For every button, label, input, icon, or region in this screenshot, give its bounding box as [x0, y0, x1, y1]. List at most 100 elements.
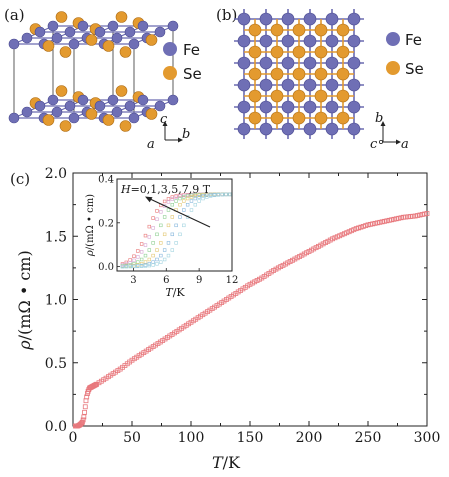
- inset-data-point: [155, 257, 159, 262]
- crystal-structure: [8, 11, 179, 132]
- fe-atom: [77, 94, 89, 106]
- inset-data-point: [136, 255, 140, 259]
- inset-data-point: [155, 209, 159, 213]
- x-tick-label: 50: [123, 430, 141, 446]
- main-series-points: [72, 211, 430, 429]
- inset-data-point: [162, 248, 167, 252]
- legend-fe-marker-b: [386, 32, 400, 46]
- inset-data-point: [174, 223, 178, 228]
- fe-site: [237, 12, 251, 26]
- legend-se-marker: [163, 66, 177, 80]
- fe-atom: [51, 32, 63, 44]
- se-site: [314, 23, 328, 37]
- axis-out-label-b: c: [370, 137, 378, 152]
- fe-site: [347, 56, 361, 70]
- axis-up-label-b: b: [375, 111, 383, 126]
- se-atom: [115, 85, 128, 97]
- inset-series: [120, 192, 232, 269]
- legend-se-marker-b: [386, 61, 400, 75]
- inset-data-point: [147, 224, 152, 229]
- se-atom: [102, 40, 115, 52]
- inset-data-point: [170, 232, 175, 237]
- axis-out-label-a: a: [147, 137, 155, 152]
- inset-y-tick-label: 0.4: [98, 175, 114, 186]
- inset-data-point: [143, 264, 148, 268]
- fe-atom: [167, 94, 179, 106]
- y-tick-label: 1.0: [45, 293, 67, 309]
- fe-atom: [107, 94, 119, 106]
- fe-site: [303, 12, 317, 26]
- panel-c: (c) 0 50 100 150 200 250 300 0.0 0.5 1.0 1.5 2.0 T/…: [10, 166, 440, 472]
- se-atom: [145, 108, 158, 120]
- inset-data-point: [205, 195, 209, 199]
- x-tick-label: 0: [69, 430, 78, 446]
- se-site: [270, 67, 284, 81]
- inset-data-point: [151, 253, 155, 258]
- data-point: [82, 404, 88, 410]
- inset-data-point: [166, 253, 171, 258]
- inset-data-point: [139, 264, 144, 268]
- fe-atom: [47, 94, 59, 106]
- inset-data-point: [197, 199, 201, 203]
- data-point: [81, 414, 87, 420]
- data-point: [424, 211, 430, 216]
- fe-site: [325, 100, 339, 114]
- se-atom: [119, 46, 132, 58]
- fe-site: [281, 78, 295, 92]
- fe-atom: [47, 20, 59, 32]
- fe-site: [303, 78, 317, 92]
- se-site: [336, 45, 350, 59]
- inset-data-point: [189, 208, 194, 212]
- inset-data-point: [155, 248, 159, 252]
- inset-data-point: [178, 215, 182, 219]
- data-point: [79, 420, 85, 426]
- inset-data-point: [166, 241, 171, 245]
- fe-site: [259, 100, 273, 114]
- fe-site: [325, 34, 339, 48]
- fe-atom: [51, 106, 63, 118]
- panel-b-label: (b): [216, 6, 237, 24]
- se-site: [314, 67, 328, 81]
- inset-data-point: [178, 203, 182, 207]
- data-point: [84, 394, 90, 400]
- fe-atom: [137, 20, 149, 32]
- inset-data-point: [170, 197, 175, 201]
- inset-data-point: [159, 260, 163, 264]
- inset-data-point: [162, 257, 167, 262]
- inset-data-point: [185, 203, 190, 207]
- inset-data-point: [224, 192, 228, 197]
- fe-atom: [21, 32, 33, 44]
- inset-data-point: [178, 232, 182, 237]
- legend-fe-label-b: Fe: [405, 31, 422, 49]
- y-tick-label: 0.0: [45, 419, 67, 435]
- se-site: [336, 89, 350, 103]
- inset-data-point: [155, 217, 159, 221]
- fe-atom: [94, 26, 106, 38]
- panel-a-label: (a): [4, 6, 25, 24]
- inset-x-tick-label: 6: [163, 275, 169, 286]
- fe-site: [237, 100, 251, 114]
- fe-site: [303, 100, 317, 114]
- inset-data-point: [151, 263, 155, 267]
- se-site: [248, 23, 262, 37]
- inset-data-point: [189, 199, 194, 203]
- inset-data-point: [132, 264, 136, 269]
- fe-site: [237, 122, 251, 136]
- fe-atom: [21, 106, 33, 118]
- inset-data-point: [182, 195, 186, 199]
- se-atom: [59, 46, 72, 58]
- se-site: [270, 111, 284, 125]
- inset-data-point: [143, 253, 148, 258]
- inset-data-point: [159, 253, 163, 258]
- x-tick-label: 300: [414, 430, 441, 446]
- fe-site: [303, 122, 317, 136]
- inset-data-point: [162, 215, 167, 219]
- inset-data-point: [139, 262, 144, 266]
- fe-atom: [34, 100, 46, 112]
- legend-fe-label: Fe: [183, 41, 200, 59]
- fe-atom: [154, 26, 166, 38]
- fe-atom: [64, 26, 76, 38]
- x-tick-label: 100: [178, 430, 205, 446]
- fe-site: [281, 12, 295, 26]
- se-site: [314, 89, 328, 103]
